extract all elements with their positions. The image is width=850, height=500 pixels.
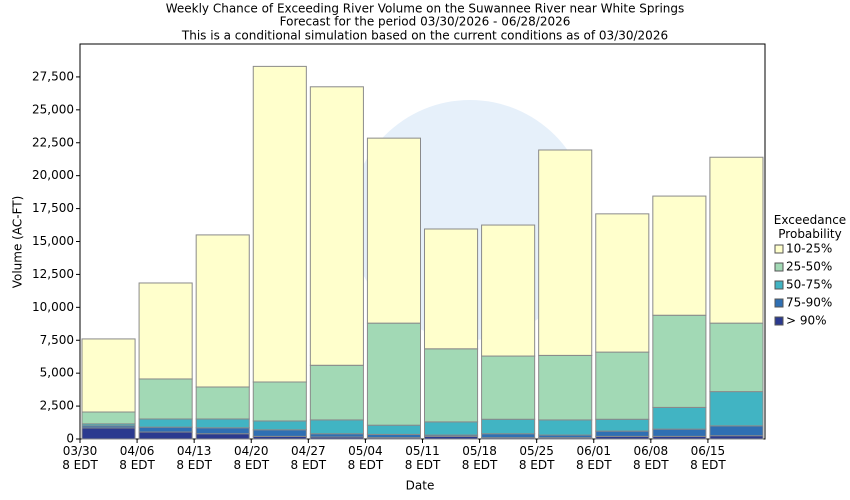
x-tick-label: 05/04 8 EDT bbox=[348, 444, 384, 472]
y-tick-label: 17,500 bbox=[32, 201, 74, 215]
bar-segment bbox=[595, 418, 650, 432]
bar-segment bbox=[366, 137, 421, 324]
bar-segment bbox=[195, 234, 250, 388]
bar-segment bbox=[481, 224, 536, 357]
y-tick-label: 2,500 bbox=[40, 399, 74, 413]
y-tick-label: 27,500 bbox=[32, 69, 74, 83]
x-tick-label: 06/15 8 EDT bbox=[690, 444, 726, 472]
bar-segment bbox=[652, 314, 707, 408]
bar-segment bbox=[538, 149, 593, 356]
bar-segment bbox=[138, 282, 193, 380]
bar-segment bbox=[138, 431, 193, 440]
bar-segment bbox=[252, 65, 307, 383]
bar-segment bbox=[481, 433, 536, 439]
y-tick-label: 22,500 bbox=[32, 135, 74, 149]
y-tick-label: 0 bbox=[66, 432, 74, 446]
bar-segment bbox=[595, 213, 650, 353]
legend-swatch bbox=[774, 244, 784, 254]
y-tick-label: 20,000 bbox=[32, 168, 74, 182]
bar-segment bbox=[252, 381, 307, 422]
legend-label: 25-50% bbox=[786, 260, 832, 274]
bar-segment bbox=[195, 386, 250, 420]
y-tick-label: 15,000 bbox=[32, 234, 74, 248]
bar-segment bbox=[595, 351, 650, 420]
bar-segment bbox=[424, 421, 479, 436]
bar-segment bbox=[195, 433, 250, 440]
bar-segment bbox=[81, 411, 136, 425]
x-tick-label: 04/27 8 EDT bbox=[291, 444, 327, 472]
bar-segment bbox=[309, 419, 364, 435]
bar-segment bbox=[366, 322, 421, 426]
bar-segment bbox=[709, 322, 764, 393]
bar-segment bbox=[538, 354, 593, 421]
legend-label: 75-90% bbox=[786, 296, 832, 310]
bar-segment bbox=[195, 418, 250, 429]
y-tick-label: 10,000 bbox=[32, 300, 74, 314]
legend-label: 50-75% bbox=[786, 278, 832, 292]
y-axis-label: Volume (AC-FT) bbox=[11, 196, 25, 289]
x-tick-label: 05/25 8 EDT bbox=[519, 444, 555, 472]
legend-label: > 90% bbox=[786, 314, 827, 328]
bar-segment bbox=[309, 364, 364, 421]
bar-segment bbox=[652, 195, 707, 316]
x-tick-label: 05/18 8 EDT bbox=[462, 444, 498, 472]
bar-segment bbox=[138, 378, 193, 420]
x-tick-label: 04/13 8 EDT bbox=[176, 444, 212, 472]
bar-segment bbox=[709, 425, 764, 437]
bar-segment bbox=[195, 427, 250, 435]
legend-swatch bbox=[774, 262, 784, 272]
legend-title: Exceedance Probability bbox=[774, 213, 846, 241]
x-tick-label: 06/08 8 EDT bbox=[633, 444, 669, 472]
bar-segment bbox=[309, 86, 364, 366]
legend-swatch bbox=[774, 280, 784, 290]
bar-segment bbox=[138, 426, 193, 433]
bar-segment bbox=[481, 418, 536, 435]
bar-segment bbox=[595, 430, 650, 437]
x-tick-label: 05/11 8 EDT bbox=[405, 444, 441, 472]
y-tick-label: 5,000 bbox=[40, 366, 74, 380]
bar-segment bbox=[652, 428, 707, 437]
legend-swatch bbox=[774, 298, 784, 308]
y-tick-label: 25,000 bbox=[32, 102, 74, 116]
chart-title: Weekly Chance of Exceeding River Volume … bbox=[166, 2, 685, 16]
x-tick-label: 04/06 8 EDT bbox=[119, 444, 155, 472]
bar-segment bbox=[709, 156, 764, 324]
y-tick-label: 12,500 bbox=[32, 267, 74, 281]
bar-segment bbox=[709, 391, 764, 427]
bar-segment bbox=[252, 420, 307, 431]
bar-segment bbox=[138, 418, 193, 428]
chart-subtitle: Forecast for the period 03/30/2026 - 06/… bbox=[280, 15, 571, 29]
x-tick-label: 04/20 8 EDT bbox=[233, 444, 269, 472]
bar-segment bbox=[652, 406, 707, 430]
legend-swatch bbox=[774, 316, 784, 326]
x-axis-label: Date bbox=[406, 479, 435, 493]
bar-segment bbox=[538, 419, 593, 436]
bar-segment bbox=[252, 429, 307, 437]
y-tick-label: 7,500 bbox=[40, 333, 74, 347]
bar-segment bbox=[366, 424, 421, 435]
x-tick-label: 06/01 8 EDT bbox=[576, 444, 612, 472]
x-tick-label: 03/30 8 EDT bbox=[62, 444, 98, 472]
legend-label: 10-25% bbox=[786, 242, 832, 256]
chart-note: This is a conditional simulation based o… bbox=[181, 29, 668, 43]
bar-segment bbox=[81, 427, 136, 440]
bar-segment bbox=[81, 338, 136, 413]
bar-segment bbox=[481, 355, 536, 420]
bar-segment bbox=[424, 348, 479, 423]
bar-segment bbox=[424, 228, 479, 350]
